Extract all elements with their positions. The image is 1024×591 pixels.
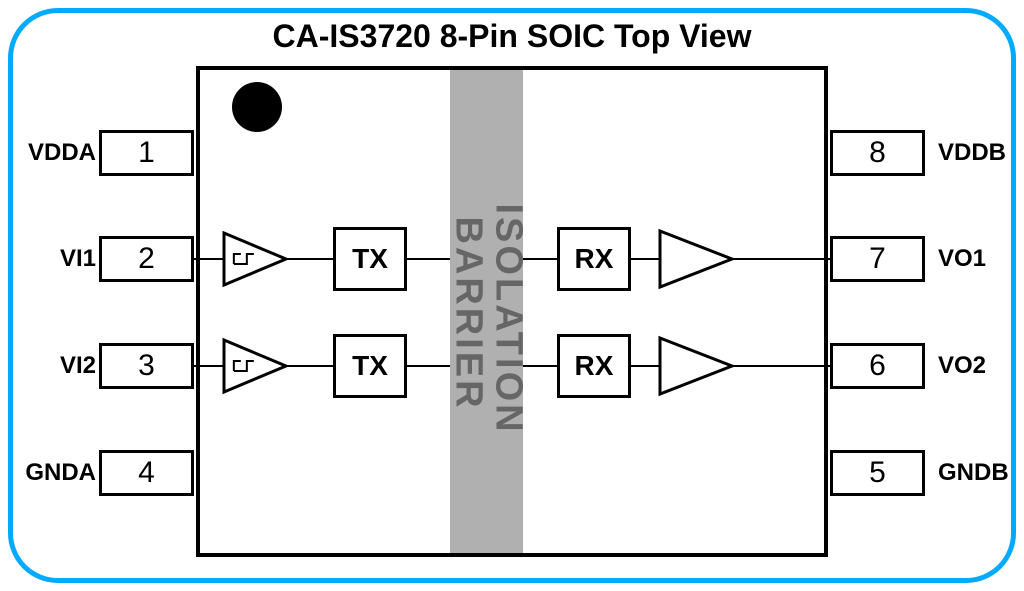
pin-box-8: 8 <box>830 130 925 176</box>
pin-num-2: 2 <box>138 242 155 276</box>
diagram-frame: CA-IS3720 8-Pin SOIC Top View ISOLATION … <box>0 0 1024 591</box>
tx-block-ch1: TX <box>333 227 407 291</box>
pin-num-8: 8 <box>869 136 886 170</box>
pin-num-4: 4 <box>138 456 155 490</box>
tx-label-ch1: TX <box>352 243 388 275</box>
tx-label-ch2: TX <box>352 350 388 382</box>
pin-num-1: 1 <box>138 136 155 170</box>
pin-num-3: 3 <box>138 349 155 383</box>
isolation-text-bottom: BARRIER <box>447 204 490 424</box>
pin-box-3: 3 <box>99 343 194 389</box>
pin-label-vi1: VI1 <box>24 245 96 273</box>
pin-label-vddb: VDDB <box>938 139 1010 167</box>
pin1-dot-marker <box>232 82 282 132</box>
pin-box-4: 4 <box>99 450 194 496</box>
rx-label-ch2: RX <box>575 350 614 382</box>
pin-box-2: 2 <box>99 236 194 282</box>
pin-box-5: 5 <box>830 450 925 496</box>
pin-num-7: 7 <box>869 242 886 276</box>
isolation-text-top: ISOLATION <box>487 204 530 424</box>
pin-box-1: 1 <box>99 130 194 176</box>
pin-label-vo1: VO1 <box>938 245 1010 273</box>
pin-label-vdda: VDDA <box>24 139 96 167</box>
pin-box-7: 7 <box>830 236 925 282</box>
diagram-title: CA-IS3720 8-Pin SOIC Top View <box>0 18 1024 55</box>
pin-label-gndb: GNDB <box>938 459 1010 487</box>
pin-label-gnda: GNDA <box>24 459 96 487</box>
tx-block-ch2: TX <box>333 334 407 398</box>
pin-label-vi2: VI2 <box>24 352 96 380</box>
pin-num-6: 6 <box>869 349 886 383</box>
rx-label-ch1: RX <box>575 243 614 275</box>
rx-block-ch1: RX <box>557 227 631 291</box>
pin-num-5: 5 <box>869 456 886 490</box>
rx-block-ch2: RX <box>557 334 631 398</box>
pin-label-vo2: VO2 <box>938 352 1010 380</box>
pin-box-6: 6 <box>830 343 925 389</box>
